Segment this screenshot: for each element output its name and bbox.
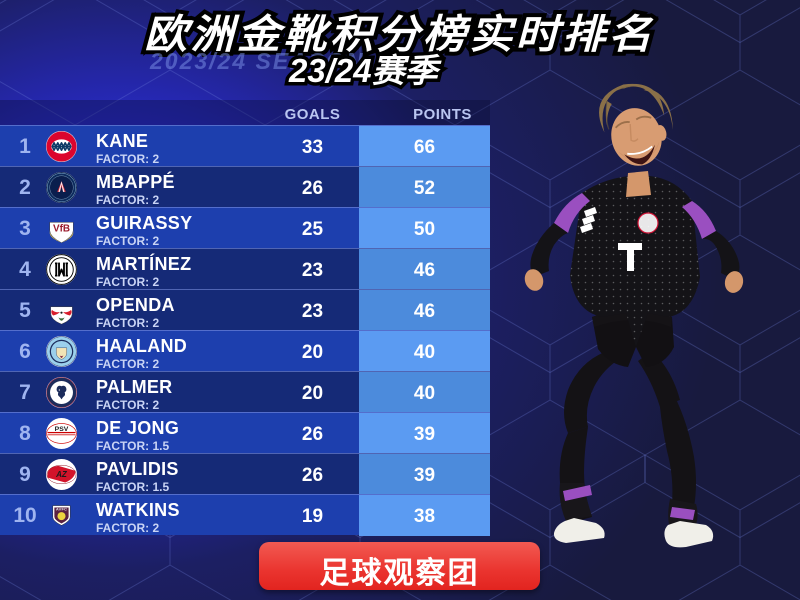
svg-text:VfB: VfB [53, 223, 70, 234]
svg-text:AZ: AZ [55, 469, 68, 478]
svg-text:PSV: PSV [55, 426, 69, 433]
svg-text:AVFC: AVFC [56, 506, 67, 511]
